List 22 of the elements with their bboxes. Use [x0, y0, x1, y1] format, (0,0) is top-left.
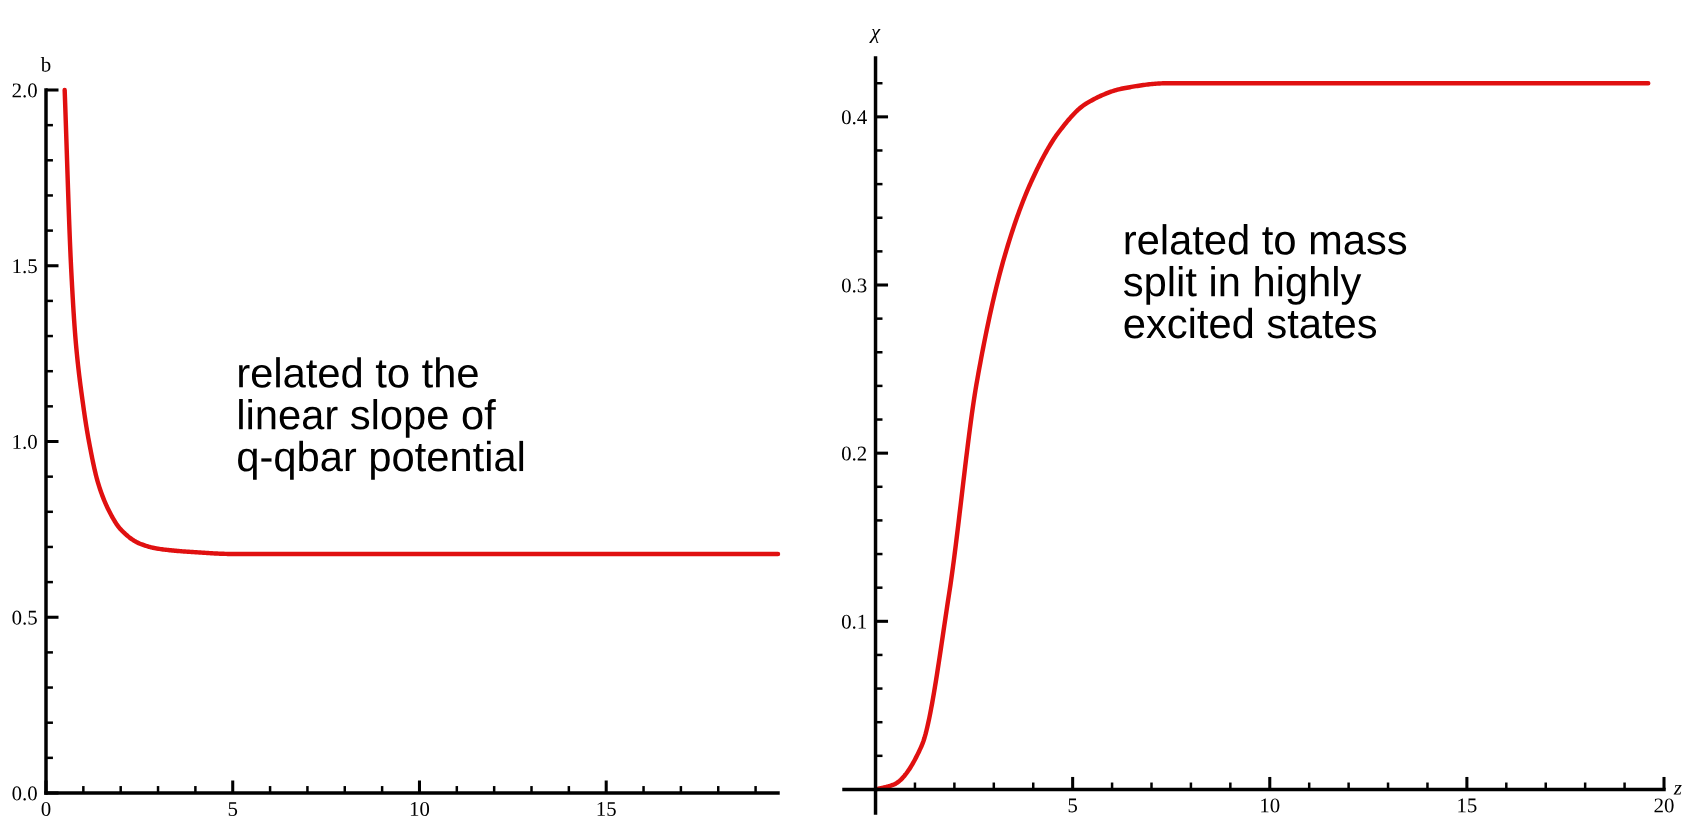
y-tick-label: 0.4 [841, 110, 867, 125]
annotation: related to the linear slope of q-qbar potential [238, 357, 524, 480]
y-tick-label: 0.2 [841, 446, 867, 461]
y-tick-label: 2.0 [12, 83, 37, 98]
x-tick-label: 5 [228, 802, 238, 816]
y-tick-label: 0.0 [12, 786, 37, 801]
x-tick-label: 10 [1261, 798, 1280, 813]
x-tick-label: 10 [410, 801, 430, 816]
y-axis-title: b [40, 57, 51, 72]
x-axis-title: z [1673, 784, 1682, 795]
x-tick-label: 5 [1068, 798, 1078, 813]
annotation: related to mass split in highly excited states [1123, 224, 1407, 339]
y-tick-label: 1.5 [13, 259, 37, 274]
y-tick-label: 1.0 [13, 434, 37, 450]
y-tick-label: 0.3 [841, 278, 867, 293]
x-tick-label: 0 [41, 801, 51, 816]
x-tick-label: 15 [1458, 798, 1477, 813]
x-tick-label: 15 [597, 802, 616, 816]
y-tick-label: 0.1 [841, 614, 866, 629]
y-tick-label: 0.5 [12, 610, 37, 625]
y-axis-title: χ [869, 28, 881, 43]
x-tick-label: 20 [1654, 798, 1674, 813]
